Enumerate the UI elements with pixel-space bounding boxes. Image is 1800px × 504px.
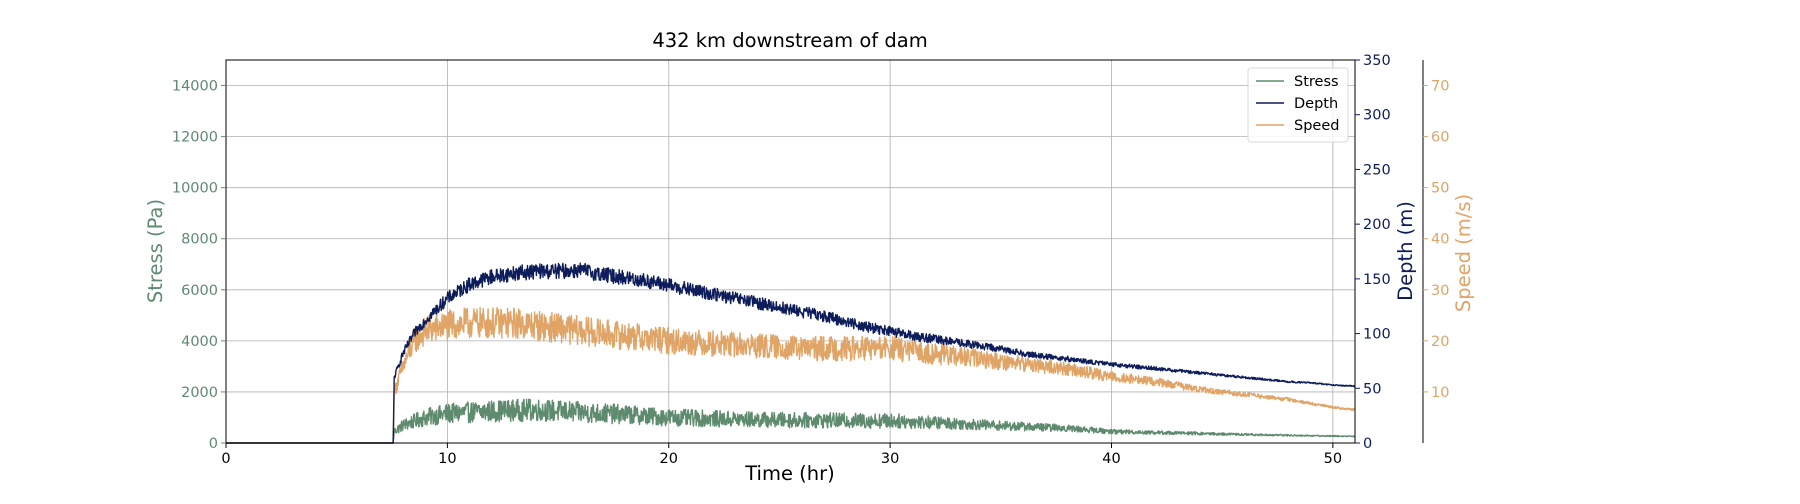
x-axis-title: Time (hr) bbox=[744, 462, 835, 485]
depth-tick-label: 350 bbox=[1363, 53, 1391, 69]
stress-tick-label: 6000 bbox=[181, 283, 218, 299]
plot-frame bbox=[225, 59, 1356, 444]
stress-tick-label: 0 bbox=[209, 436, 218, 452]
legend: Stress Depth Speed bbox=[1247, 67, 1349, 143]
axes-layer: 0 10 20 30 40 5002000400060008000100001200014… bbox=[172, 53, 1450, 467]
depth-tick-label: 250 bbox=[1363, 162, 1391, 178]
series-line-speed bbox=[226, 306, 1356, 444]
stress-tick-label: 8000 bbox=[181, 232, 218, 248]
speed-tick-label: 60 bbox=[1431, 130, 1449, 146]
x-tick-label: 0 bbox=[221, 451, 230, 467]
depth-tick-label: 50 bbox=[1363, 381, 1381, 397]
depth-tick-label: 100 bbox=[1363, 327, 1391, 343]
speed-axis-title: Speed (m/s) bbox=[1452, 194, 1475, 312]
chart-title: 432 km downstream of dam bbox=[652, 29, 927, 52]
depth-axis-title: Depth (m) bbox=[1394, 201, 1417, 301]
x-tick-label: 50 bbox=[1324, 451, 1342, 467]
legend-box bbox=[1247, 67, 1349, 143]
x-tick-label: 30 bbox=[881, 451, 899, 467]
depth-tick-label: 150 bbox=[1363, 272, 1391, 288]
stress-tick-label: 14000 bbox=[172, 79, 218, 95]
stress-tick-label: 10000 bbox=[172, 181, 218, 197]
stress-tick-label: 12000 bbox=[172, 130, 218, 146]
depth-tick-label: 200 bbox=[1363, 217, 1391, 233]
x-tick-label: 20 bbox=[660, 451, 678, 467]
depth-tick-label: 300 bbox=[1363, 108, 1391, 124]
stress-tick-label: 4000 bbox=[181, 334, 218, 350]
speed-tick-label: 40 bbox=[1431, 232, 1449, 248]
stress-tick-label: 2000 bbox=[181, 385, 218, 401]
speed-tick-label: 70 bbox=[1431, 79, 1449, 95]
speed-tick-label: 10 bbox=[1431, 385, 1449, 401]
stress-axis-title: Stress (Pa) bbox=[144, 199, 167, 303]
speed-tick-label: 20 bbox=[1431, 334, 1449, 350]
speed-tick-label: 30 bbox=[1431, 283, 1449, 299]
series-layer bbox=[226, 262, 1356, 444]
speed-tick-label: 50 bbox=[1431, 181, 1449, 197]
legend-label-stress: Stress bbox=[1294, 74, 1339, 90]
x-tick-label: 40 bbox=[1102, 451, 1120, 467]
depth-tick-label: 0 bbox=[1363, 436, 1372, 452]
legend-label-speed: Speed bbox=[1294, 118, 1339, 134]
series-line-depth bbox=[226, 262, 1356, 444]
series-line-stress bbox=[226, 398, 1356, 444]
x-tick-label: 10 bbox=[438, 451, 456, 467]
legend-label-depth: Depth bbox=[1294, 96, 1338, 112]
